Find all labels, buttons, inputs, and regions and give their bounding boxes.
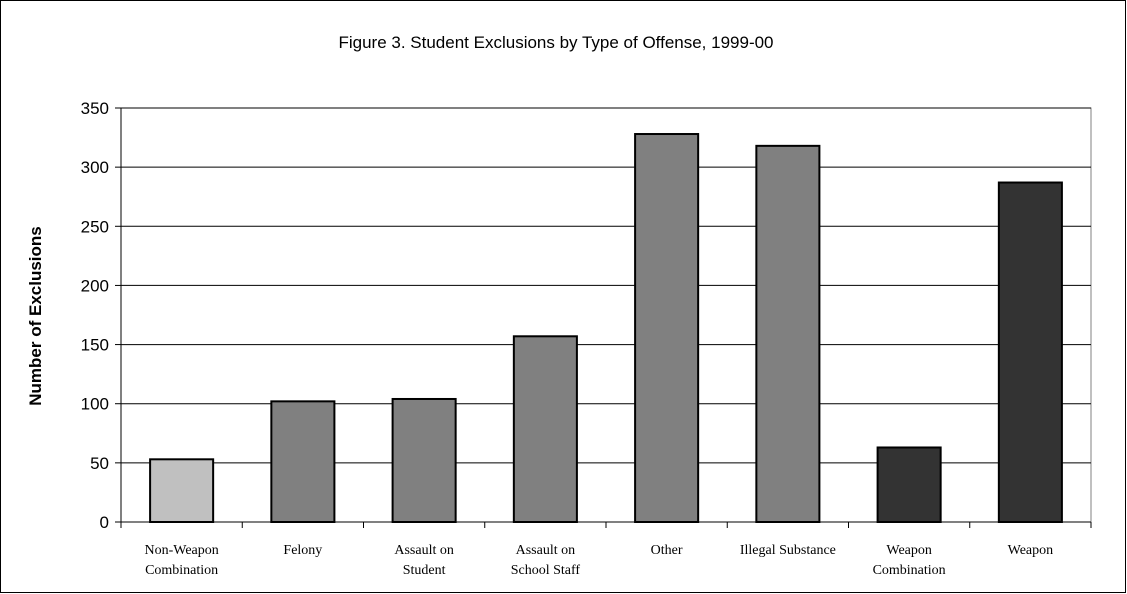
bar [270,400,336,523]
bar [391,397,457,523]
bar [755,144,821,523]
y-tick-labels: 0 50 100 150 200 250 300 350 [81,99,109,532]
y-tick-label: 200 [81,276,109,295]
x-tick-label: Assault on School Staff [511,543,581,578]
y-tick-label: 150 [81,336,109,355]
bar [876,446,942,524]
x-tick-label: Illegal Substance [740,543,836,558]
y-axis-label: Number of Exclusions [26,226,45,405]
x-tick-label: Weapon [1008,543,1054,558]
bar [634,133,700,523]
x-tick-label: Other [651,543,683,558]
x-tick-label: Assault on Student [394,543,454,578]
y-tick-label: 300 [81,158,109,177]
y-tick-label: 0 [100,513,109,532]
y-tick-label: 350 [81,99,109,118]
bars [149,133,1063,524]
axes [115,107,1092,528]
bar [512,335,578,524]
x-tick-label: Felony [283,543,322,558]
x-tick-label: Weapon Combination [873,543,946,578]
bar [997,181,1063,524]
y-tick-label: 100 [81,395,109,414]
chart-title: Figure 3. Student Exclusions by Type of … [338,33,773,52]
y-tick-label: 50 [90,454,109,473]
gridlines [121,107,1091,464]
y-tick-label: 250 [81,217,109,236]
bar [149,458,215,523]
x-tick-label: Non-Weapon Combination [144,543,218,578]
x-tick-labels: Non-Weapon Combination Felony Assault on Stu… [144,543,1053,578]
plot-area [120,107,1092,523]
